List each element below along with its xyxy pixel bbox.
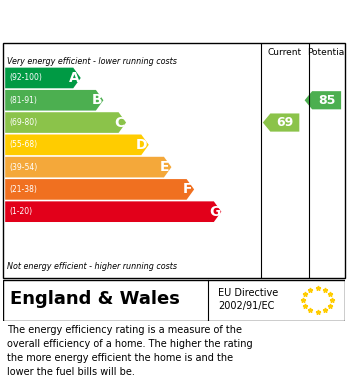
Text: B: B bbox=[91, 93, 102, 107]
Text: (1-20): (1-20) bbox=[9, 207, 32, 216]
Polygon shape bbox=[5, 201, 221, 222]
Text: (81-91): (81-91) bbox=[9, 96, 37, 105]
Text: F: F bbox=[183, 182, 192, 196]
Text: 85: 85 bbox=[318, 94, 335, 107]
Text: (21-38): (21-38) bbox=[9, 185, 37, 194]
Text: Very energy efficient - lower running costs: Very energy efficient - lower running co… bbox=[7, 57, 177, 66]
Text: G: G bbox=[209, 204, 220, 219]
Text: The energy efficiency rating is a measure of the
overall efficiency of a home. T: The energy efficiency rating is a measur… bbox=[7, 325, 253, 377]
Polygon shape bbox=[5, 68, 81, 88]
Polygon shape bbox=[5, 112, 126, 133]
Text: C: C bbox=[114, 115, 124, 129]
Text: (55-68): (55-68) bbox=[9, 140, 37, 149]
Text: EU Directive
2002/91/EC: EU Directive 2002/91/EC bbox=[218, 288, 279, 311]
Text: E: E bbox=[160, 160, 169, 174]
Text: 69: 69 bbox=[276, 116, 293, 129]
Polygon shape bbox=[5, 179, 194, 200]
Polygon shape bbox=[304, 91, 341, 109]
Polygon shape bbox=[5, 90, 103, 111]
Polygon shape bbox=[263, 113, 299, 132]
Polygon shape bbox=[5, 135, 149, 155]
Text: England & Wales: England & Wales bbox=[10, 291, 180, 308]
Text: A: A bbox=[69, 71, 79, 85]
Text: D: D bbox=[136, 138, 148, 152]
Polygon shape bbox=[5, 157, 172, 178]
Text: (69-80): (69-80) bbox=[9, 118, 37, 127]
Text: (39-54): (39-54) bbox=[9, 163, 38, 172]
Text: Energy Efficiency Rating: Energy Efficiency Rating bbox=[50, 11, 298, 30]
Text: Potential: Potential bbox=[307, 48, 347, 57]
Text: (92-100): (92-100) bbox=[9, 74, 42, 83]
Text: Current: Current bbox=[268, 48, 302, 57]
Text: Not energy efficient - higher running costs: Not energy efficient - higher running co… bbox=[7, 262, 177, 271]
